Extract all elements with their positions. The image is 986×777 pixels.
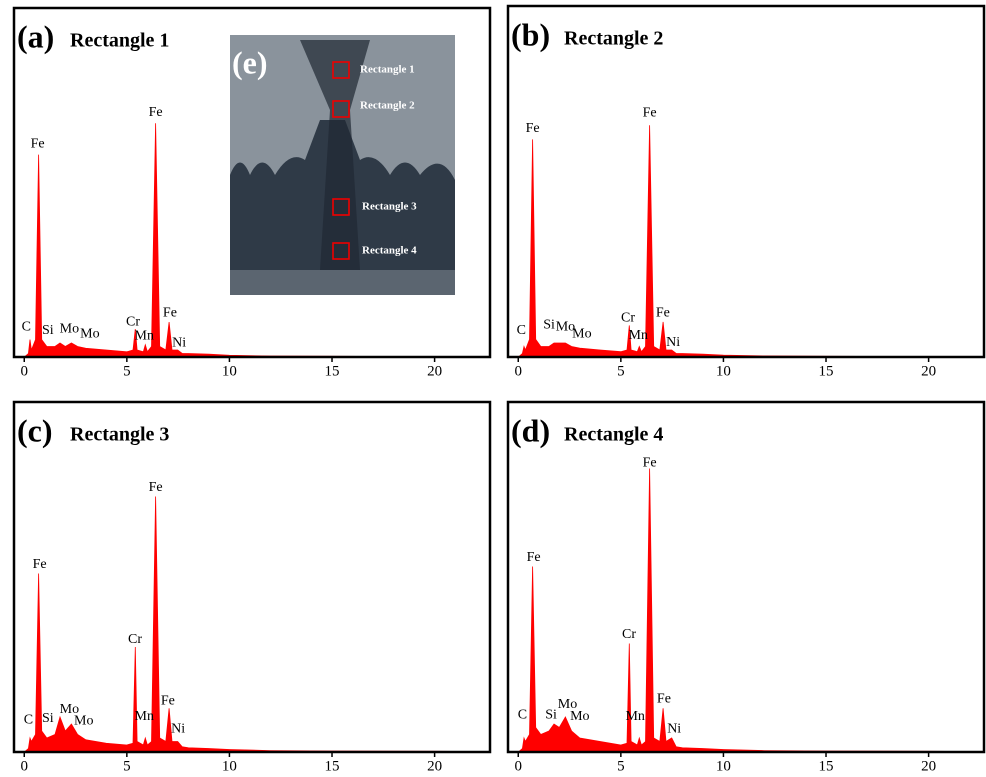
x-tick-label: 5 xyxy=(123,758,131,774)
region-box xyxy=(332,242,350,260)
panel-frame xyxy=(506,4,986,359)
panel-frame xyxy=(12,400,492,754)
x-tick-label: 15 xyxy=(325,758,340,774)
x-tick-label: 20 xyxy=(427,363,442,379)
region-label: Rectangle 3 xyxy=(362,201,417,213)
peak-label: Mo xyxy=(556,319,575,334)
peak-label: Mn xyxy=(629,328,648,343)
peak-label: Fe xyxy=(657,692,671,707)
peak-label: Fe xyxy=(526,121,540,136)
x-tick-label: 10 xyxy=(222,363,237,379)
peak-label: Fe xyxy=(643,455,657,470)
peak-label: C xyxy=(517,323,526,338)
peak-label: Mo xyxy=(572,326,591,341)
x-tick-label: 0 xyxy=(21,758,29,774)
region-label: Rectangle 2 xyxy=(360,100,415,112)
peak-label: Ni xyxy=(172,335,186,350)
peak-label: Ni xyxy=(667,721,681,736)
spectrum xyxy=(517,468,980,753)
panel-label: (d) xyxy=(511,412,550,448)
peak-label: Cr xyxy=(621,311,635,326)
peak-label: Fe xyxy=(161,693,175,708)
region-box xyxy=(332,198,350,216)
x-tick-label: 20 xyxy=(921,363,936,379)
region-label: Rectangle 1 xyxy=(360,64,415,76)
panel-label: (b) xyxy=(511,16,550,52)
spectrum xyxy=(23,123,486,358)
x-tick-label: 0 xyxy=(21,363,29,379)
inset-label: (e) xyxy=(232,44,268,80)
spectrum xyxy=(23,496,486,753)
panel-label: (c) xyxy=(17,412,53,448)
spectrum xyxy=(517,125,980,358)
peak-label: C xyxy=(22,320,31,335)
peak-label: Fe xyxy=(33,557,47,572)
peak-label: Mo xyxy=(60,702,79,717)
peak-label: Mn xyxy=(135,328,154,343)
peak-label: Mo xyxy=(570,709,589,724)
x-tick-label: 15 xyxy=(819,758,834,774)
panel-frame xyxy=(12,6,492,359)
peak-label: Fe xyxy=(31,136,45,151)
peak-label: Mo xyxy=(558,697,577,712)
x-tick-label: 0 xyxy=(515,758,523,774)
peak-label: Mo xyxy=(60,321,79,336)
chart-title: Rectangle 1 xyxy=(70,30,169,52)
peak-label: Mo xyxy=(80,327,99,342)
region-box xyxy=(332,61,350,79)
chart-title: Rectangle 3 xyxy=(70,424,169,446)
peak-label: C xyxy=(24,713,33,728)
x-tick-label: 0 xyxy=(515,363,523,379)
peak-label: Fe xyxy=(149,480,163,495)
x-tick-label: 10 xyxy=(716,363,731,379)
peak-label: Mn xyxy=(135,709,154,724)
region-box xyxy=(332,100,350,118)
x-tick-label: 15 xyxy=(325,363,340,379)
x-tick-label: 5 xyxy=(123,363,131,379)
peak-label: Fe xyxy=(656,305,670,320)
x-tick-label: 20 xyxy=(427,758,442,774)
peak-label: Si xyxy=(545,707,557,722)
x-tick-label: 5 xyxy=(617,363,625,379)
x-tick-label: 10 xyxy=(716,758,731,774)
x-tick-label: 20 xyxy=(921,758,936,774)
peak-label: Fe xyxy=(163,306,177,321)
peak-label: Si xyxy=(42,711,54,726)
chart-title: Rectangle 4 xyxy=(564,424,663,446)
weld-zone xyxy=(300,40,370,270)
peak-label: Mn xyxy=(625,709,644,724)
x-tick-label: 5 xyxy=(617,758,625,774)
inset-micrograph: Rectangle 1 Rectangle 2 Rectangle 3 Rect… xyxy=(230,35,455,295)
chart-title: Rectangle 2 xyxy=(564,28,663,50)
peak-label: Fe xyxy=(149,105,163,120)
peak-label: Fe xyxy=(643,105,657,120)
peak-label: Si xyxy=(42,323,54,338)
peak-label: Si xyxy=(543,318,555,333)
peak-label: Cr xyxy=(622,627,636,642)
peak-label: Fe xyxy=(527,550,541,565)
peak-label: Cr xyxy=(128,632,142,647)
region-label: Rectangle 4 xyxy=(362,245,417,257)
peak-label: Ni xyxy=(666,335,680,350)
bottom-strip xyxy=(230,270,455,295)
peak-label: Mo xyxy=(74,713,93,728)
panel-label: (a) xyxy=(17,18,54,54)
panel-frame xyxy=(506,400,986,754)
x-tick-label: 15 xyxy=(819,363,834,379)
peak-label: Ni xyxy=(171,721,185,736)
peak-label: C xyxy=(518,707,527,722)
peak-label: Cr xyxy=(126,314,140,329)
x-tick-label: 10 xyxy=(222,758,237,774)
